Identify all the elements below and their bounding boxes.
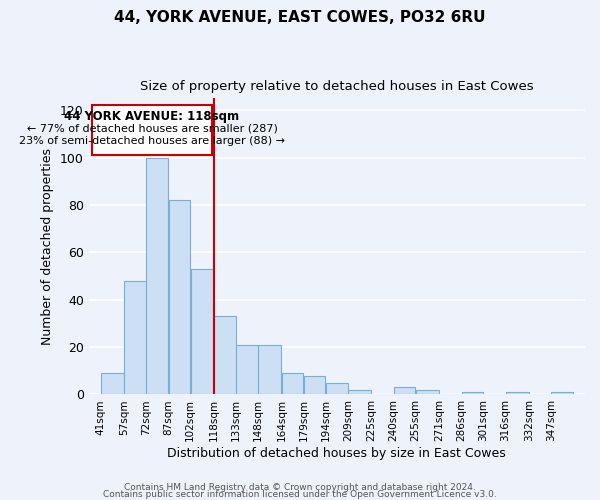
Bar xyxy=(101,373,124,394)
Bar xyxy=(191,269,214,394)
Bar xyxy=(461,392,483,394)
Bar xyxy=(169,200,190,394)
Bar xyxy=(214,316,236,394)
X-axis label: Distribution of detached houses by size in East Cowes: Distribution of detached houses by size … xyxy=(167,447,506,460)
Bar xyxy=(282,373,304,394)
Bar xyxy=(236,344,257,395)
Bar xyxy=(348,390,371,394)
Bar xyxy=(394,388,415,394)
Text: ← 77% of detached houses are smaller (287): ← 77% of detached houses are smaller (28… xyxy=(26,123,277,133)
Bar xyxy=(551,392,573,394)
Bar xyxy=(259,344,281,395)
Bar xyxy=(124,280,146,394)
Text: Contains HM Land Registry data © Crown copyright and database right 2024.: Contains HM Land Registry data © Crown c… xyxy=(124,484,476,492)
Y-axis label: Number of detached properties: Number of detached properties xyxy=(41,148,55,345)
Bar xyxy=(416,390,439,394)
Text: 44 YORK AVENUE: 118sqm: 44 YORK AVENUE: 118sqm xyxy=(64,110,239,123)
Text: Contains public sector information licensed under the Open Government Licence v3: Contains public sector information licen… xyxy=(103,490,497,499)
Bar xyxy=(304,376,325,394)
Bar xyxy=(506,392,529,394)
Title: Size of property relative to detached houses in East Cowes: Size of property relative to detached ho… xyxy=(140,80,533,93)
Text: 23% of semi-detached houses are larger (88) →: 23% of semi-detached houses are larger (… xyxy=(19,136,285,146)
Text: 44, YORK AVENUE, EAST COWES, PO32 6RU: 44, YORK AVENUE, EAST COWES, PO32 6RU xyxy=(114,10,486,25)
Bar xyxy=(146,158,168,394)
Bar xyxy=(326,382,347,394)
FancyBboxPatch shape xyxy=(92,106,212,155)
